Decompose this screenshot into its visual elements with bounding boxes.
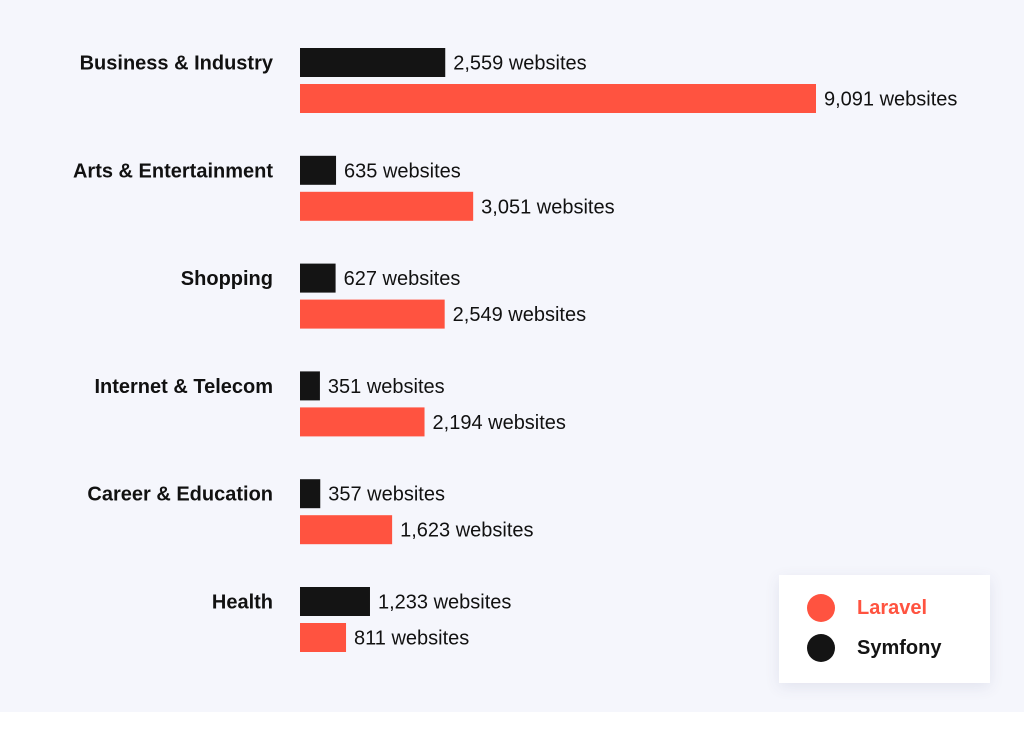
bar-laravel-arts-and-entertainment (300, 191, 474, 221)
value-label-laravel-career-and-education: 1,623 websites (400, 520, 533, 542)
category-label-career-and-education: Career & Education (87, 484, 273, 506)
value-label-symfony-arts-and-entertainment: 635 websites (344, 160, 461, 182)
category-label-health: Health (212, 592, 273, 614)
bar-laravel-health (300, 623, 347, 652)
value-label-symfony-career-and-education: 357 websites (328, 484, 445, 506)
legend-item-symfony: Symfony (807, 633, 941, 663)
category-label-arts-and-entertainment: Arts & Entertainment (73, 160, 273, 182)
legend: Laravel Symfony (779, 575, 990, 683)
legend-swatch-laravel (807, 594, 835, 622)
legend-item-laravel: Laravel (807, 593, 927, 623)
value-label-laravel-arts-and-entertainment: 3,051 websites (481, 196, 614, 218)
value-label-symfony-shopping: 627 websites (344, 268, 461, 290)
bar-laravel-shopping (300, 299, 445, 329)
value-label-laravel-internet-and-telecom: 2,194 websites (433, 412, 566, 434)
legend-label-symfony: Symfony (857, 636, 942, 659)
chart-panel: Business & Industry 2,559 websites 9,091 w… (72, 48, 990, 683)
bar-chart: Business & Industry 2,559 websites 9,091 w… (73, 48, 957, 652)
bar-laravel-career-and-education (300, 515, 393, 545)
value-label-symfony-internet-and-telecom: 351 websites (328, 376, 445, 398)
bar-symfony-health (300, 587, 370, 616)
bar-symfony-shopping (300, 263, 336, 293)
bar-symfony-business-and-industry (300, 48, 446, 77)
category-label-shopping: Shopping (181, 268, 273, 290)
value-label-laravel-health: 811 websites (354, 628, 469, 650)
category-label-business-and-industry: Business & Industry (80, 53, 274, 75)
value-label-laravel-business-and-industry: 9,091 websites (824, 89, 957, 111)
bar-laravel-business-and-industry (300, 84, 816, 113)
bar-laravel-internet-and-telecom (300, 407, 425, 437)
legend-swatch-symfony (807, 634, 835, 662)
value-label-symfony-business-and-industry: 2,559 websites (453, 53, 586, 75)
category-label-internet-and-telecom: Internet & Telecom (94, 376, 273, 398)
bar-symfony-internet-and-telecom (300, 371, 320, 401)
bar-symfony-career-and-education (300, 479, 321, 509)
legend-label-laravel: Laravel (857, 596, 928, 619)
bar-symfony-arts-and-entertainment (300, 155, 337, 185)
value-label-symfony-health: 1,233 websites (378, 592, 511, 614)
value-label-laravel-shopping: 2,549 websites (453, 304, 586, 326)
